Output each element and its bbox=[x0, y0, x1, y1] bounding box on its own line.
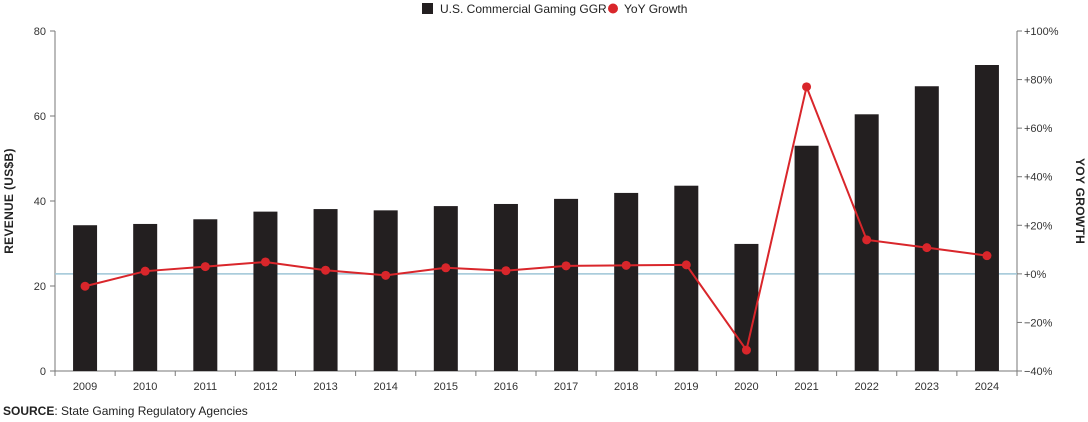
y2-tick-label: −40% bbox=[1024, 366, 1053, 378]
plot-area bbox=[54, 31, 1018, 372]
x-tick-label-2013: 2013 bbox=[313, 381, 337, 393]
yoy-point-2020 bbox=[741, 345, 751, 355]
legend-label-yoy: YoY Growth bbox=[624, 2, 687, 16]
yoy-point-2011 bbox=[200, 262, 210, 272]
bar-2012 bbox=[253, 211, 278, 371]
yoy-point-2018 bbox=[621, 260, 631, 270]
y-tick-label-40: 40 bbox=[34, 196, 46, 208]
bar-2014 bbox=[373, 210, 398, 371]
yoy-point-2014 bbox=[381, 270, 391, 280]
yoy-growth-line bbox=[84, 83, 988, 353]
y2-tick-label: +20% bbox=[1024, 220, 1053, 232]
bar-2024 bbox=[974, 65, 999, 371]
y2-tick-label: +80% bbox=[1024, 75, 1053, 87]
yoy-point-2017 bbox=[561, 261, 571, 271]
y-axis-right-title: YOY GROWTH bbox=[1073, 158, 1087, 244]
legend-label-ggr: U.S. Commercial Gaming GGR bbox=[440, 2, 607, 16]
bar-2009 bbox=[73, 225, 98, 371]
bar-2016 bbox=[493, 203, 518, 371]
x-tick-label-2015: 2015 bbox=[434, 381, 458, 393]
source-label: SOURCE bbox=[3, 404, 55, 418]
x-tick-label-2012: 2012 bbox=[253, 381, 277, 393]
yoy-point-2009 bbox=[80, 281, 90, 291]
yoy-point-2015 bbox=[441, 263, 451, 273]
x-tick-label-2014: 2014 bbox=[373, 381, 397, 393]
bar-2018 bbox=[614, 192, 639, 371]
y2-tick-label: +60% bbox=[1024, 123, 1053, 135]
bar-2021 bbox=[794, 145, 819, 371]
yoy-point-2013 bbox=[321, 265, 331, 275]
x-tick-label-2010: 2010 bbox=[133, 381, 157, 393]
source-text: : State Gaming Regulatory Agencies bbox=[54, 404, 248, 418]
yoy-point-2016 bbox=[501, 266, 511, 276]
x-tick-label-2019: 2019 bbox=[674, 381, 698, 393]
x-tick-label-2023: 2023 bbox=[915, 381, 939, 393]
bar-2019 bbox=[674, 185, 699, 371]
legend-swatch-ggr bbox=[422, 3, 433, 14]
x-tick-label-2016: 2016 bbox=[494, 381, 518, 393]
yoy-point-2024 bbox=[982, 251, 992, 261]
x-tick-label-2024: 2024 bbox=[975, 381, 999, 393]
bar-2023 bbox=[914, 86, 939, 371]
bar-2015 bbox=[433, 206, 458, 371]
legend-swatch-yoy bbox=[608, 3, 618, 14]
legend: U.S. Commercial Gaming GGR YoY Growth bbox=[422, 2, 687, 16]
y-tick-label-20: 20 bbox=[34, 281, 46, 293]
y-tick-label-0: 0 bbox=[40, 366, 46, 378]
x-tick-label-2009: 2009 bbox=[73, 381, 97, 393]
y2-tick-label: +40% bbox=[1024, 172, 1053, 184]
y2-tick-label: +100% bbox=[1024, 26, 1059, 38]
yoy-point-2019 bbox=[681, 260, 691, 270]
yoy-point-2023 bbox=[922, 243, 932, 253]
y-axis-left-title: REVENUE (US$B) bbox=[2, 148, 16, 254]
yoy-point-2022 bbox=[862, 235, 872, 245]
bar-2017 bbox=[554, 198, 579, 371]
x-tick-label-2022: 2022 bbox=[854, 381, 878, 393]
x-tick-label-2011: 2011 bbox=[193, 381, 217, 393]
bar-2011 bbox=[193, 219, 218, 371]
yoy-point-2010 bbox=[140, 266, 150, 276]
y2-tick-label: +0% bbox=[1024, 269, 1047, 281]
bar-2010 bbox=[133, 223, 158, 371]
x-tick-label-2020: 2020 bbox=[734, 381, 758, 393]
y-tick-label-80: 80 bbox=[34, 26, 46, 38]
x-tick-label-2021: 2021 bbox=[794, 381, 818, 393]
y-tick-label-60: 60 bbox=[34, 111, 46, 123]
yoy-point-2012 bbox=[260, 257, 270, 267]
x-tick-label-2017: 2017 bbox=[554, 381, 578, 393]
y2-tick-label: −20% bbox=[1024, 317, 1053, 329]
bar-2013 bbox=[313, 209, 338, 371]
yoy-point-2021 bbox=[802, 82, 812, 92]
source-note: SOURCE: State Gaming Regulatory Agencies bbox=[3, 404, 248, 418]
x-tick-label-2018: 2018 bbox=[614, 381, 638, 393]
